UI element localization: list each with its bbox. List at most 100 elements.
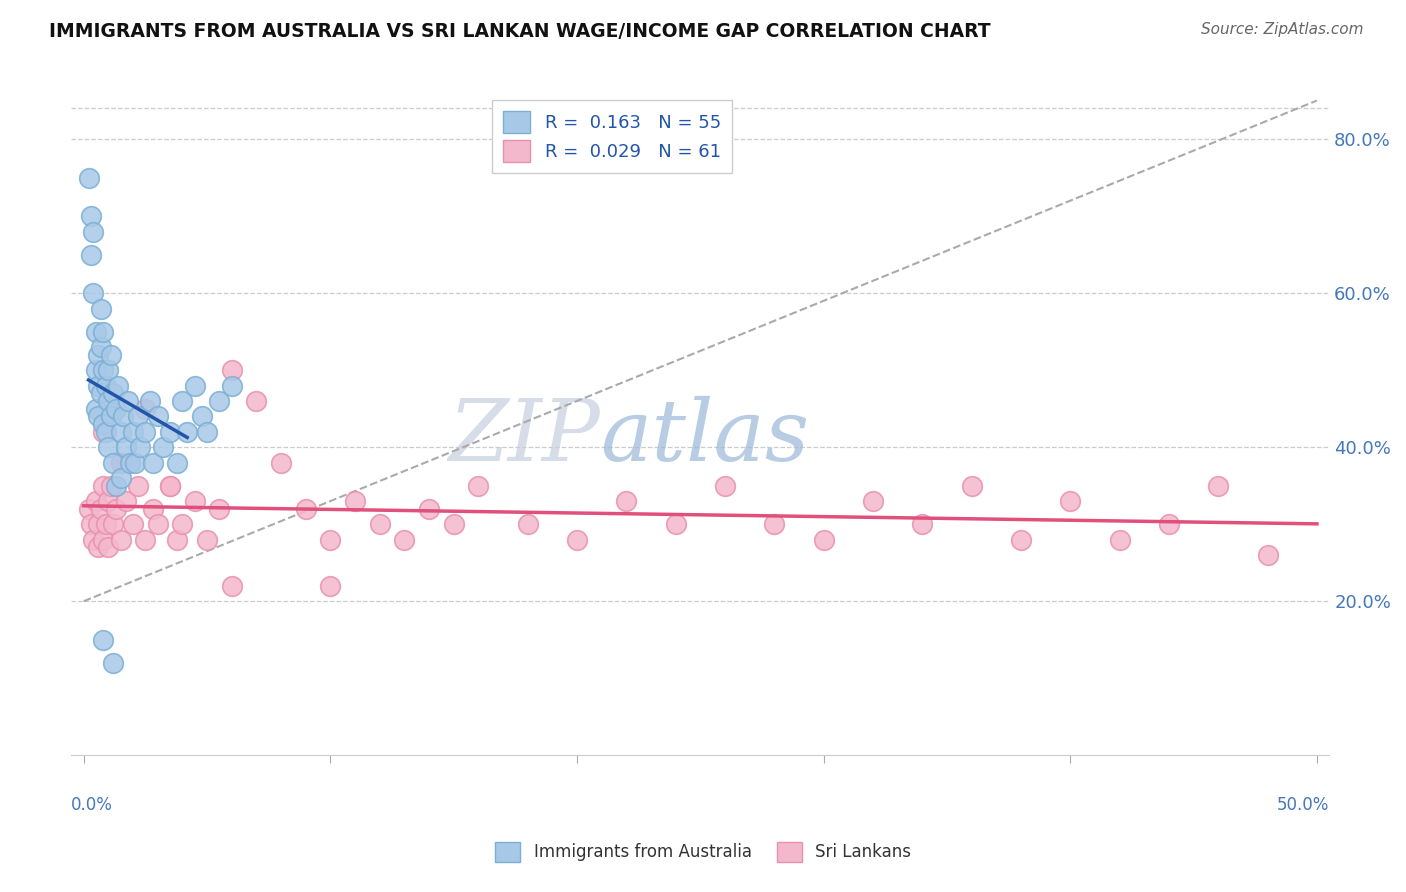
- Point: [80, 247, 103, 261]
- Point: [104, 479, 127, 493]
- Point: [91, 363, 114, 377]
- Point: [84, 325, 107, 339]
- Point: [101, 386, 124, 401]
- Point: [195, 425, 218, 439]
- Point: [97, 494, 120, 508]
- Point: [166, 533, 188, 547]
- Point: [110, 533, 132, 547]
- Point: [91, 325, 114, 339]
- Point: [97, 541, 120, 555]
- Point: [87, 541, 110, 555]
- Point: [146, 409, 169, 424]
- Point: [1108, 533, 1130, 547]
- Point: [104, 401, 127, 416]
- Point: [319, 533, 342, 547]
- Point: [394, 533, 416, 547]
- Point: [90, 501, 112, 516]
- Point: [91, 632, 114, 647]
- Point: [443, 517, 465, 532]
- Point: [100, 409, 122, 424]
- Point: [94, 425, 117, 439]
- Text: Source: ZipAtlas.com: Source: ZipAtlas.com: [1201, 22, 1364, 37]
- Point: [1010, 533, 1032, 547]
- Point: [665, 517, 688, 532]
- Point: [960, 479, 983, 493]
- Point: [195, 533, 218, 547]
- Point: [114, 494, 136, 508]
- Point: [142, 456, 165, 470]
- Text: ZIP: ZIP: [447, 395, 599, 478]
- Point: [129, 440, 152, 454]
- Point: [159, 425, 181, 439]
- Point: [94, 378, 117, 392]
- Point: [91, 479, 114, 493]
- Point: [565, 533, 588, 547]
- Point: [1059, 494, 1081, 508]
- Point: [82, 286, 104, 301]
- Legend: R =  0.163   N = 55, R =  0.029   N = 61: R = 0.163 N = 55, R = 0.029 N = 61: [492, 100, 733, 173]
- Point: [124, 456, 146, 470]
- Point: [1206, 479, 1229, 493]
- Point: [101, 656, 124, 670]
- Point: [191, 409, 214, 424]
- Point: [172, 517, 194, 532]
- Point: [1157, 517, 1180, 532]
- Point: [91, 533, 114, 547]
- Point: [176, 425, 198, 439]
- Point: [159, 479, 181, 493]
- Point: [87, 517, 110, 532]
- Point: [139, 394, 162, 409]
- Point: [127, 409, 149, 424]
- Point: [134, 533, 156, 547]
- Point: [97, 440, 120, 454]
- Point: [614, 494, 637, 508]
- Point: [714, 479, 737, 493]
- Point: [101, 456, 124, 470]
- Point: [110, 456, 132, 470]
- Point: [120, 456, 142, 470]
- Point: [82, 225, 104, 239]
- Point: [100, 479, 122, 493]
- Point: [467, 479, 489, 493]
- Point: [172, 394, 194, 409]
- Point: [80, 517, 103, 532]
- Point: [122, 517, 145, 532]
- Point: [84, 363, 107, 377]
- Point: [97, 363, 120, 377]
- Point: [134, 401, 156, 416]
- Point: [221, 579, 243, 593]
- Point: [221, 363, 243, 377]
- Point: [294, 501, 316, 516]
- Point: [142, 501, 165, 516]
- Point: [110, 425, 132, 439]
- Point: [84, 401, 107, 416]
- Point: [763, 517, 786, 532]
- Point: [208, 394, 231, 409]
- Point: [91, 417, 114, 431]
- Point: [91, 425, 114, 439]
- Point: [77, 170, 100, 185]
- Point: [152, 440, 174, 454]
- Text: 0.0%: 0.0%: [72, 796, 112, 814]
- Point: [813, 533, 835, 547]
- Point: [94, 517, 117, 532]
- Point: [107, 378, 129, 392]
- Point: [87, 348, 110, 362]
- Point: [221, 378, 243, 392]
- Point: [110, 471, 132, 485]
- Point: [1257, 548, 1279, 562]
- Point: [418, 501, 440, 516]
- Point: [183, 378, 205, 392]
- Point: [77, 501, 100, 516]
- Point: [319, 579, 342, 593]
- Point: [183, 494, 205, 508]
- Point: [122, 425, 145, 439]
- Point: [117, 394, 139, 409]
- Point: [862, 494, 884, 508]
- Legend: Immigrants from Australia, Sri Lankans: Immigrants from Australia, Sri Lankans: [486, 833, 920, 871]
- Point: [80, 209, 103, 223]
- Point: [90, 301, 112, 316]
- Point: [911, 517, 934, 532]
- Point: [208, 501, 231, 516]
- Point: [84, 494, 107, 508]
